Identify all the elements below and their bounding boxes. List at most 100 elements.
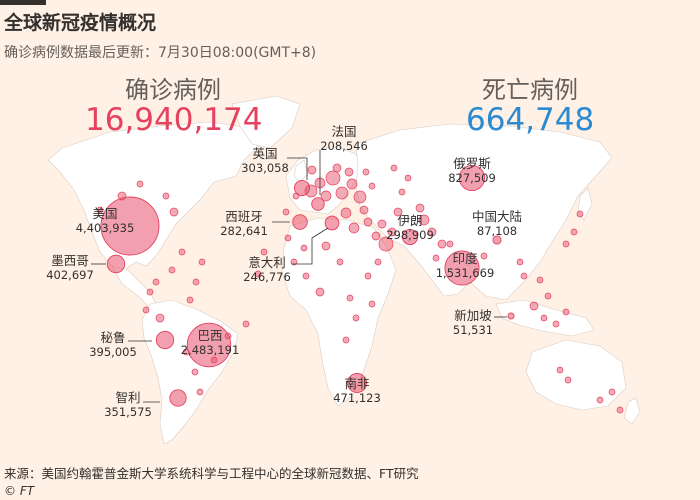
uk-landmass bbox=[293, 159, 309, 183]
country-bubble bbox=[347, 373, 367, 393]
minor-country-bubble bbox=[332, 163, 342, 173]
country-name-label: 伊朗 bbox=[397, 213, 422, 228]
minor-country-bubble bbox=[368, 182, 376, 190]
country-name-label: 意大利 bbox=[248, 255, 286, 270]
country-bubble bbox=[507, 312, 515, 320]
brand-bar bbox=[0, 0, 46, 5]
minor-country-bubble bbox=[364, 272, 372, 280]
minor-country-bubble bbox=[562, 240, 570, 248]
leader-line bbox=[287, 157, 308, 180]
country-cases-label: 395,005 bbox=[89, 345, 137, 359]
country-cases-label: 282,641 bbox=[220, 224, 268, 238]
country-cases-label: 4,403,935 bbox=[76, 221, 135, 235]
minor-country-bubble bbox=[398, 188, 406, 196]
minor-country-bubble bbox=[290, 258, 298, 266]
minor-country-bubble bbox=[390, 164, 398, 172]
country-name-label: 美国 bbox=[92, 206, 117, 221]
page-title: 全球新冠疫情概况 bbox=[4, 12, 157, 34]
source-note: 来源：美国约翰霍普金斯大学系统科学与工程中心的全球新冠数据、FT研究 bbox=[4, 466, 419, 481]
minor-country-bubble bbox=[596, 396, 604, 404]
country-cases-label: 471,123 bbox=[333, 391, 381, 405]
minor-country-bubble bbox=[284, 234, 292, 242]
minor-country-bubble bbox=[540, 314, 548, 322]
country-name-label: 俄罗斯 bbox=[453, 156, 491, 171]
country-bubble bbox=[293, 179, 311, 197]
minor-country-bubble bbox=[353, 190, 367, 204]
country-cases-label: 827,509 bbox=[448, 171, 496, 185]
minor-country-bubble bbox=[198, 258, 206, 266]
south-america-landmass bbox=[141, 299, 239, 445]
country-name-label: 西班牙 bbox=[225, 209, 263, 224]
minor-case-bubbles bbox=[96, 163, 624, 414]
country-name-label: 英国 bbox=[252, 146, 277, 161]
country-labels: 美国4,403,935 巴西2,483,191 印度1,531,669 俄罗斯827,… bbox=[46, 124, 522, 419]
minor-country-bubble bbox=[242, 320, 250, 328]
minor-country-bubble bbox=[427, 227, 437, 237]
minor-country-bubble bbox=[196, 388, 204, 396]
copyright: © FT bbox=[4, 484, 35, 498]
minor-country-bubble bbox=[168, 266, 176, 274]
minor-country-bubble bbox=[346, 294, 354, 302]
cases-label: 确诊病例 bbox=[125, 76, 221, 104]
minor-country-bubble bbox=[348, 222, 360, 234]
minor-country-bubble bbox=[374, 258, 382, 266]
country-bubble bbox=[324, 215, 340, 231]
greenland-landmass bbox=[231, 95, 301, 149]
minor-country-bubble bbox=[302, 272, 310, 280]
deaths-label: 死亡病例 bbox=[482, 76, 578, 104]
deaths-total: 664,748 bbox=[466, 102, 595, 138]
country-cases-label: 208,546 bbox=[320, 139, 368, 153]
minor-country-bubble bbox=[552, 320, 560, 328]
country-name-label: 巴西 bbox=[197, 328, 222, 343]
minor-country-bubble bbox=[321, 241, 331, 251]
minor-country-bubble bbox=[342, 336, 350, 344]
minor-country-bubble bbox=[325, 170, 341, 186]
minor-country-bubble bbox=[520, 272, 528, 280]
leader-line bbox=[292, 227, 329, 265]
page-subtitle: 确诊病例数据最后更新：7月30日08:00(GMT+8) bbox=[4, 45, 317, 61]
minor-country-bubble bbox=[335, 186, 349, 200]
country-bubble bbox=[169, 389, 187, 407]
minor-country-bubble bbox=[570, 228, 578, 236]
country-cases-label: 1,531,669 bbox=[436, 266, 495, 280]
country-bubble bbox=[292, 214, 308, 230]
minor-country-bubble bbox=[516, 258, 524, 266]
north-america-landmass bbox=[47, 121, 263, 271]
minor-country-bubble bbox=[320, 190, 332, 202]
minor-country-bubble bbox=[142, 306, 150, 314]
country-bubble bbox=[100, 196, 160, 256]
country-name-label: 新加坡 bbox=[454, 308, 492, 323]
minor-country-bubble bbox=[393, 207, 403, 217]
minor-country-bubble bbox=[162, 192, 170, 200]
minor-country-bubble bbox=[260, 248, 268, 256]
minor-country-bubble bbox=[152, 278, 160, 286]
minor-country-bubble bbox=[616, 406, 624, 414]
minor-country-bubble bbox=[146, 288, 154, 296]
minor-country-bubble bbox=[544, 292, 552, 300]
minor-country-bubble bbox=[432, 254, 440, 262]
country-bubbles bbox=[100, 164, 515, 407]
country-name-label: 中国大陆 bbox=[472, 209, 522, 224]
minor-country-bubble bbox=[536, 276, 544, 284]
country-name-label: 法国 bbox=[331, 124, 356, 139]
country-name-label: 印度 bbox=[452, 251, 478, 266]
country-bubble bbox=[311, 197, 325, 211]
minor-country-bubble bbox=[186, 296, 194, 304]
country-bubble bbox=[444, 250, 480, 286]
minor-country-bubble bbox=[437, 239, 447, 249]
minor-country-bubble bbox=[136, 180, 144, 188]
minor-country-bubble bbox=[362, 168, 370, 176]
country-cases-label: 87,108 bbox=[477, 224, 517, 238]
country-bubble bbox=[492, 235, 502, 245]
southeast-asia-islands bbox=[495, 299, 595, 337]
minor-country-bubble bbox=[378, 236, 394, 252]
minor-country-bubble bbox=[352, 314, 360, 322]
minor-country-bubble bbox=[368, 300, 376, 308]
minor-country-bubble bbox=[359, 205, 369, 215]
country-name-label: 南非 bbox=[344, 376, 369, 391]
minor-country-bubble bbox=[562, 308, 570, 316]
minor-country-bubble bbox=[254, 270, 262, 278]
country-cases-label: 51,531 bbox=[453, 323, 493, 337]
minor-country-bubble bbox=[377, 219, 387, 229]
